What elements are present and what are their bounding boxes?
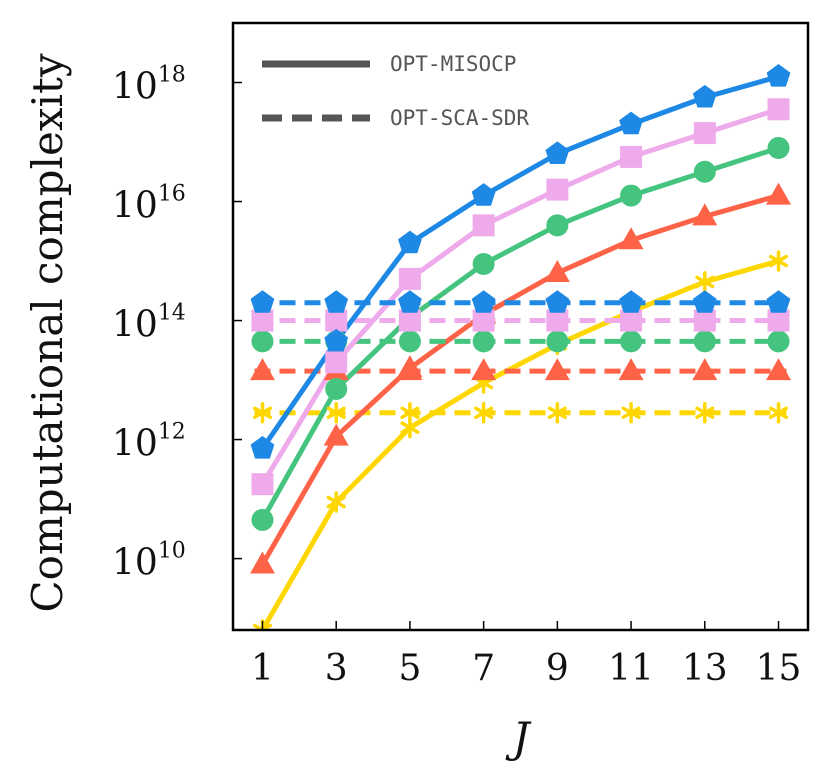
data-point: [620, 309, 643, 332]
data-point: [398, 309, 421, 332]
data-point: [326, 491, 346, 513]
data-point: [472, 309, 495, 332]
data-point: [766, 358, 792, 381]
data-point: [619, 290, 643, 313]
data-point: [767, 136, 790, 159]
y-tick-label: 1010: [112, 539, 186, 584]
x-axis-title: J: [505, 713, 532, 762]
data-point: [398, 230, 422, 254]
series-line-misocp: [260, 145, 780, 522]
data-point: [323, 423, 349, 446]
data-point: [693, 160, 716, 183]
data-point: [695, 271, 715, 293]
data-point: [546, 214, 569, 237]
x-tick-label: 11: [608, 648, 654, 689]
x-tick-label: 7: [472, 648, 495, 689]
data-point: [544, 259, 570, 282]
data-point: [695, 402, 715, 424]
data-point: [397, 355, 423, 378]
data-point: [400, 416, 420, 439]
data-point: [474, 402, 494, 424]
x-tick-label: 15: [756, 648, 802, 689]
data-point: [471, 183, 496, 206]
legend-label-scasdr: OPT-SCA-SDR: [390, 106, 529, 130]
y-tick-label: 1016: [112, 182, 186, 227]
data-point: [544, 358, 570, 381]
data-point: [621, 402, 641, 424]
data-point: [766, 182, 792, 205]
marker-layer: [249, 64, 792, 630]
data-point: [398, 330, 421, 353]
data-point: [692, 358, 718, 381]
data-point: [768, 402, 789, 424]
data-point: [767, 330, 790, 353]
data-point: [546, 178, 569, 201]
data-point: [546, 330, 569, 353]
x-tick-label: 9: [546, 648, 569, 689]
data-point: [766, 64, 791, 87]
data-point: [545, 290, 570, 313]
data-point: [618, 227, 644, 250]
data-point: [324, 328, 349, 352]
data-point: [693, 122, 716, 145]
data-point: [693, 330, 716, 353]
data-point: [325, 351, 348, 374]
data-point: [252, 402, 273, 424]
y-tick-label: 1014: [112, 301, 186, 346]
data-point: [250, 435, 275, 459]
x-tick-label: 3: [325, 648, 348, 689]
data-point: [618, 358, 644, 381]
data-point: [471, 290, 496, 313]
data-point: [620, 184, 643, 207]
data-point: [546, 309, 569, 332]
data-point: [250, 290, 275, 313]
data-point: [472, 253, 495, 276]
data-point: [326, 402, 346, 424]
data-point: [620, 330, 643, 353]
data-point: [620, 145, 643, 168]
data-point: [547, 402, 567, 424]
data-point: [325, 377, 348, 400]
y-tick-label: 1018: [112, 63, 186, 108]
y-tick-label: 1012: [112, 420, 186, 465]
data-point: [249, 358, 275, 381]
data-point: [472, 214, 495, 237]
data-point: [324, 290, 349, 313]
data-point: [692, 84, 717, 108]
series-line-misocp: [260, 258, 780, 630]
data-point: [767, 98, 790, 121]
data-point: [251, 473, 274, 496]
data-point: [619, 111, 643, 135]
data-point: [251, 309, 274, 332]
series-line-misocp: [260, 193, 780, 566]
y-ticks: 1010 1012 1014 1016 1018: [112, 63, 242, 584]
data-point: [545, 141, 570, 165]
x-tick-label: 1: [251, 648, 274, 689]
data-point: [325, 309, 348, 332]
legend-label-misocp: OPT-MISOCP: [390, 52, 516, 76]
data-point: [472, 330, 495, 353]
legend: OPT-MISOCP OPT-SCA-SDR: [262, 52, 529, 130]
y-axis-title: Computational complexity: [23, 53, 72, 612]
series-line-misocp: [260, 74, 780, 450]
data-point: [400, 402, 420, 424]
data-point: [251, 508, 274, 531]
data-point: [692, 203, 718, 226]
data-point: [471, 358, 497, 381]
series-line-misocp: [260, 106, 780, 486]
x-tick-label: 5: [398, 648, 421, 689]
data-point: [693, 309, 716, 332]
x-ticks: 1 3 5 7 9 11 13 15: [251, 621, 801, 689]
data-point: [768, 250, 789, 272]
data-point: [766, 290, 791, 313]
data-point: [692, 290, 717, 313]
data-point: [398, 267, 421, 290]
data-point: [767, 309, 790, 332]
data-point: [251, 330, 274, 353]
x-tick-label: 13: [682, 648, 728, 689]
plot-frame: [231, 21, 810, 632]
data-point: [249, 551, 275, 574]
data-point: [398, 290, 422, 313]
